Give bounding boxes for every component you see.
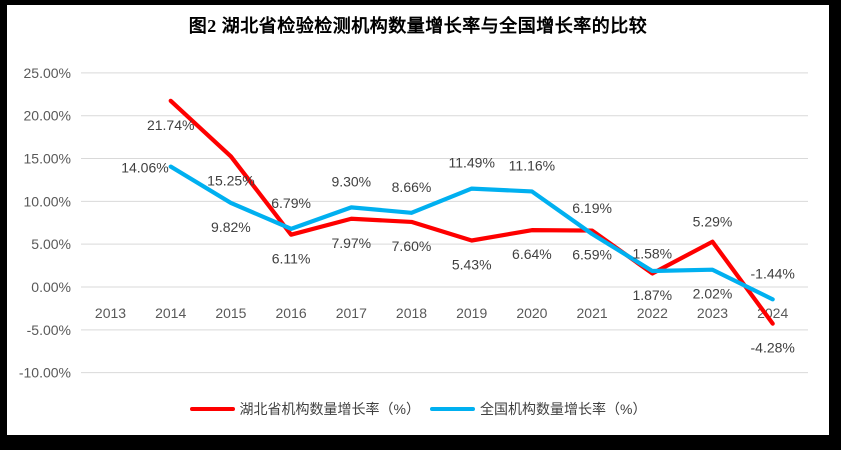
data-label: 9.30% bbox=[331, 173, 371, 189]
x-axis-tick-label: 2015 bbox=[215, 305, 246, 321]
data-label: 15.25% bbox=[207, 172, 254, 188]
data-label: -4.28% bbox=[751, 340, 795, 356]
data-label: 9.82% bbox=[211, 219, 251, 235]
y-axis-tick-label: -5.00% bbox=[27, 322, 71, 338]
legend-item-hubei: 湖北省机构数量增长率（%） bbox=[189, 399, 420, 419]
data-label: 6.11% bbox=[272, 251, 311, 267]
national-series-line bbox=[168, 164, 775, 302]
data-label: 14.06% bbox=[121, 160, 168, 176]
data-label: 6.19% bbox=[572, 200, 612, 216]
data-label: 5.43% bbox=[452, 257, 492, 273]
legend-label-hubei: 湖北省机构数量增长率（%） bbox=[239, 401, 420, 417]
data-label: 6.59% bbox=[572, 247, 612, 263]
data-label: 1.87% bbox=[632, 287, 672, 303]
hubei-series-line bbox=[168, 98, 775, 326]
x-axis-tick-label: 2019 bbox=[456, 305, 487, 321]
x-axis-tick-label: 2022 bbox=[637, 305, 668, 321]
legend-item-national: 全国机构数量增长率（%） bbox=[430, 399, 646, 419]
legend: 湖北省机构数量增长率（%） 全国机构数量增长率（%） bbox=[7, 399, 829, 419]
data-label: 2.02% bbox=[693, 286, 733, 302]
x-axis-tick-label: 2020 bbox=[516, 305, 547, 321]
legend-line-blue-icon bbox=[430, 407, 475, 411]
legend-line-red-icon bbox=[189, 407, 235, 411]
y-axis-tick-label: 5.00% bbox=[31, 236, 71, 252]
data-label: 6.79% bbox=[271, 195, 311, 211]
data-label: -1.44% bbox=[751, 265, 795, 281]
x-axis-tick-label: 2023 bbox=[697, 305, 728, 321]
data-label: 1.58% bbox=[632, 245, 672, 261]
legend-label-national: 全国机构数量增长率（%） bbox=[480, 401, 647, 417]
x-axis-tick-label: 2024 bbox=[757, 305, 788, 321]
data-label: 11.49% bbox=[448, 155, 494, 171]
x-axis-tick-label: 2021 bbox=[577, 305, 608, 321]
y-axis-tick-label: 0.00% bbox=[31, 279, 71, 295]
line-chart: 25.00% 20.00% 15.00% 10.00% 5.00% 0.00% -5.00%… bbox=[19, 65, 808, 381]
data-label: 6.64% bbox=[512, 246, 552, 262]
data-label: 8.66% bbox=[392, 179, 432, 195]
x-axis-tick-label: 2016 bbox=[276, 305, 307, 321]
x-axis-tick-label: 2013 bbox=[95, 305, 126, 321]
data-label: 11.16% bbox=[509, 157, 555, 173]
y-axis-tick-label: 15.00% bbox=[24, 151, 71, 167]
chart-title: 图2 湖北省检验检测机构数量增长率与全国增长率的比较 bbox=[188, 16, 648, 36]
y-axis-tick-label: -10.00% bbox=[19, 365, 71, 381]
data-label: 7.60% bbox=[392, 238, 432, 254]
y-axis-tick-label: 20.00% bbox=[24, 108, 71, 124]
data-label: 21.74% bbox=[147, 117, 194, 133]
x-axis-tick-label: 2018 bbox=[396, 305, 427, 321]
data-label: 5.29% bbox=[693, 214, 733, 230]
y-axis-tick-label: 10.00% bbox=[24, 193, 71, 209]
x-axis-tick-label: 2014 bbox=[155, 305, 186, 321]
y-axis-tick-label: 25.00% bbox=[24, 65, 71, 81]
x-axis-tick-label: 2017 bbox=[336, 305, 367, 321]
data-label: 7.97% bbox=[331, 235, 371, 251]
